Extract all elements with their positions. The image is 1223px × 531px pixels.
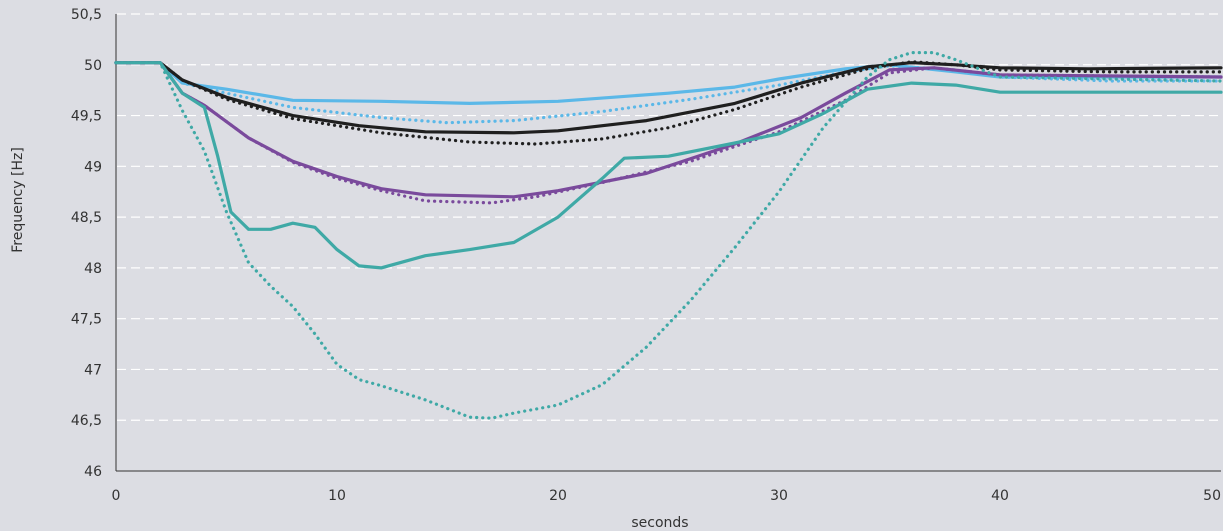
y-tick-label: 47,5: [71, 312, 102, 328]
series-line-5-solid: [114, 61, 1223, 199]
y-tick-label: 48: [84, 261, 102, 277]
x-tick-labels: 0 10 20 30 40 50: [112, 488, 1221, 504]
series-lines: [114, 50, 1223, 420]
x-tick-label: 10: [328, 488, 346, 504]
x-tick-label: 30: [770, 488, 788, 504]
x-tick-label: 20: [549, 488, 567, 504]
series-line-6-dotted: [114, 61, 1223, 205]
x-axis-title: seconds: [631, 515, 688, 531]
x-tick-label: 40: [991, 488, 1009, 504]
y-tick-label: 50,5: [71, 7, 102, 23]
y-tick-labels: 46 46,5 47 47,5 48 48,5 49 49,5 50 50,5: [71, 7, 102, 480]
y-tick-label: 50: [84, 58, 102, 74]
y-tick-label: 47: [84, 362, 102, 378]
y-axis-title: Frequency [Hz]: [10, 147, 26, 253]
y-tick-label: 46,5: [71, 413, 102, 429]
y-tick-label: 49: [84, 159, 102, 175]
series-line-7-solid: [114, 61, 1223, 270]
plot-area: [115, 14, 1221, 472]
series-line-1-solid: [114, 61, 1223, 106]
series-line-4-dotted: [114, 60, 1223, 146]
y-tick-label: 46: [84, 464, 102, 480]
x-tick-label: 0: [112, 488, 121, 504]
y-tick-label: 49,5: [71, 109, 102, 125]
series-line-8-dotted: [114, 50, 1223, 420]
x-tick-label: 50: [1203, 488, 1221, 504]
y-tick-label: 48,5: [71, 210, 102, 226]
